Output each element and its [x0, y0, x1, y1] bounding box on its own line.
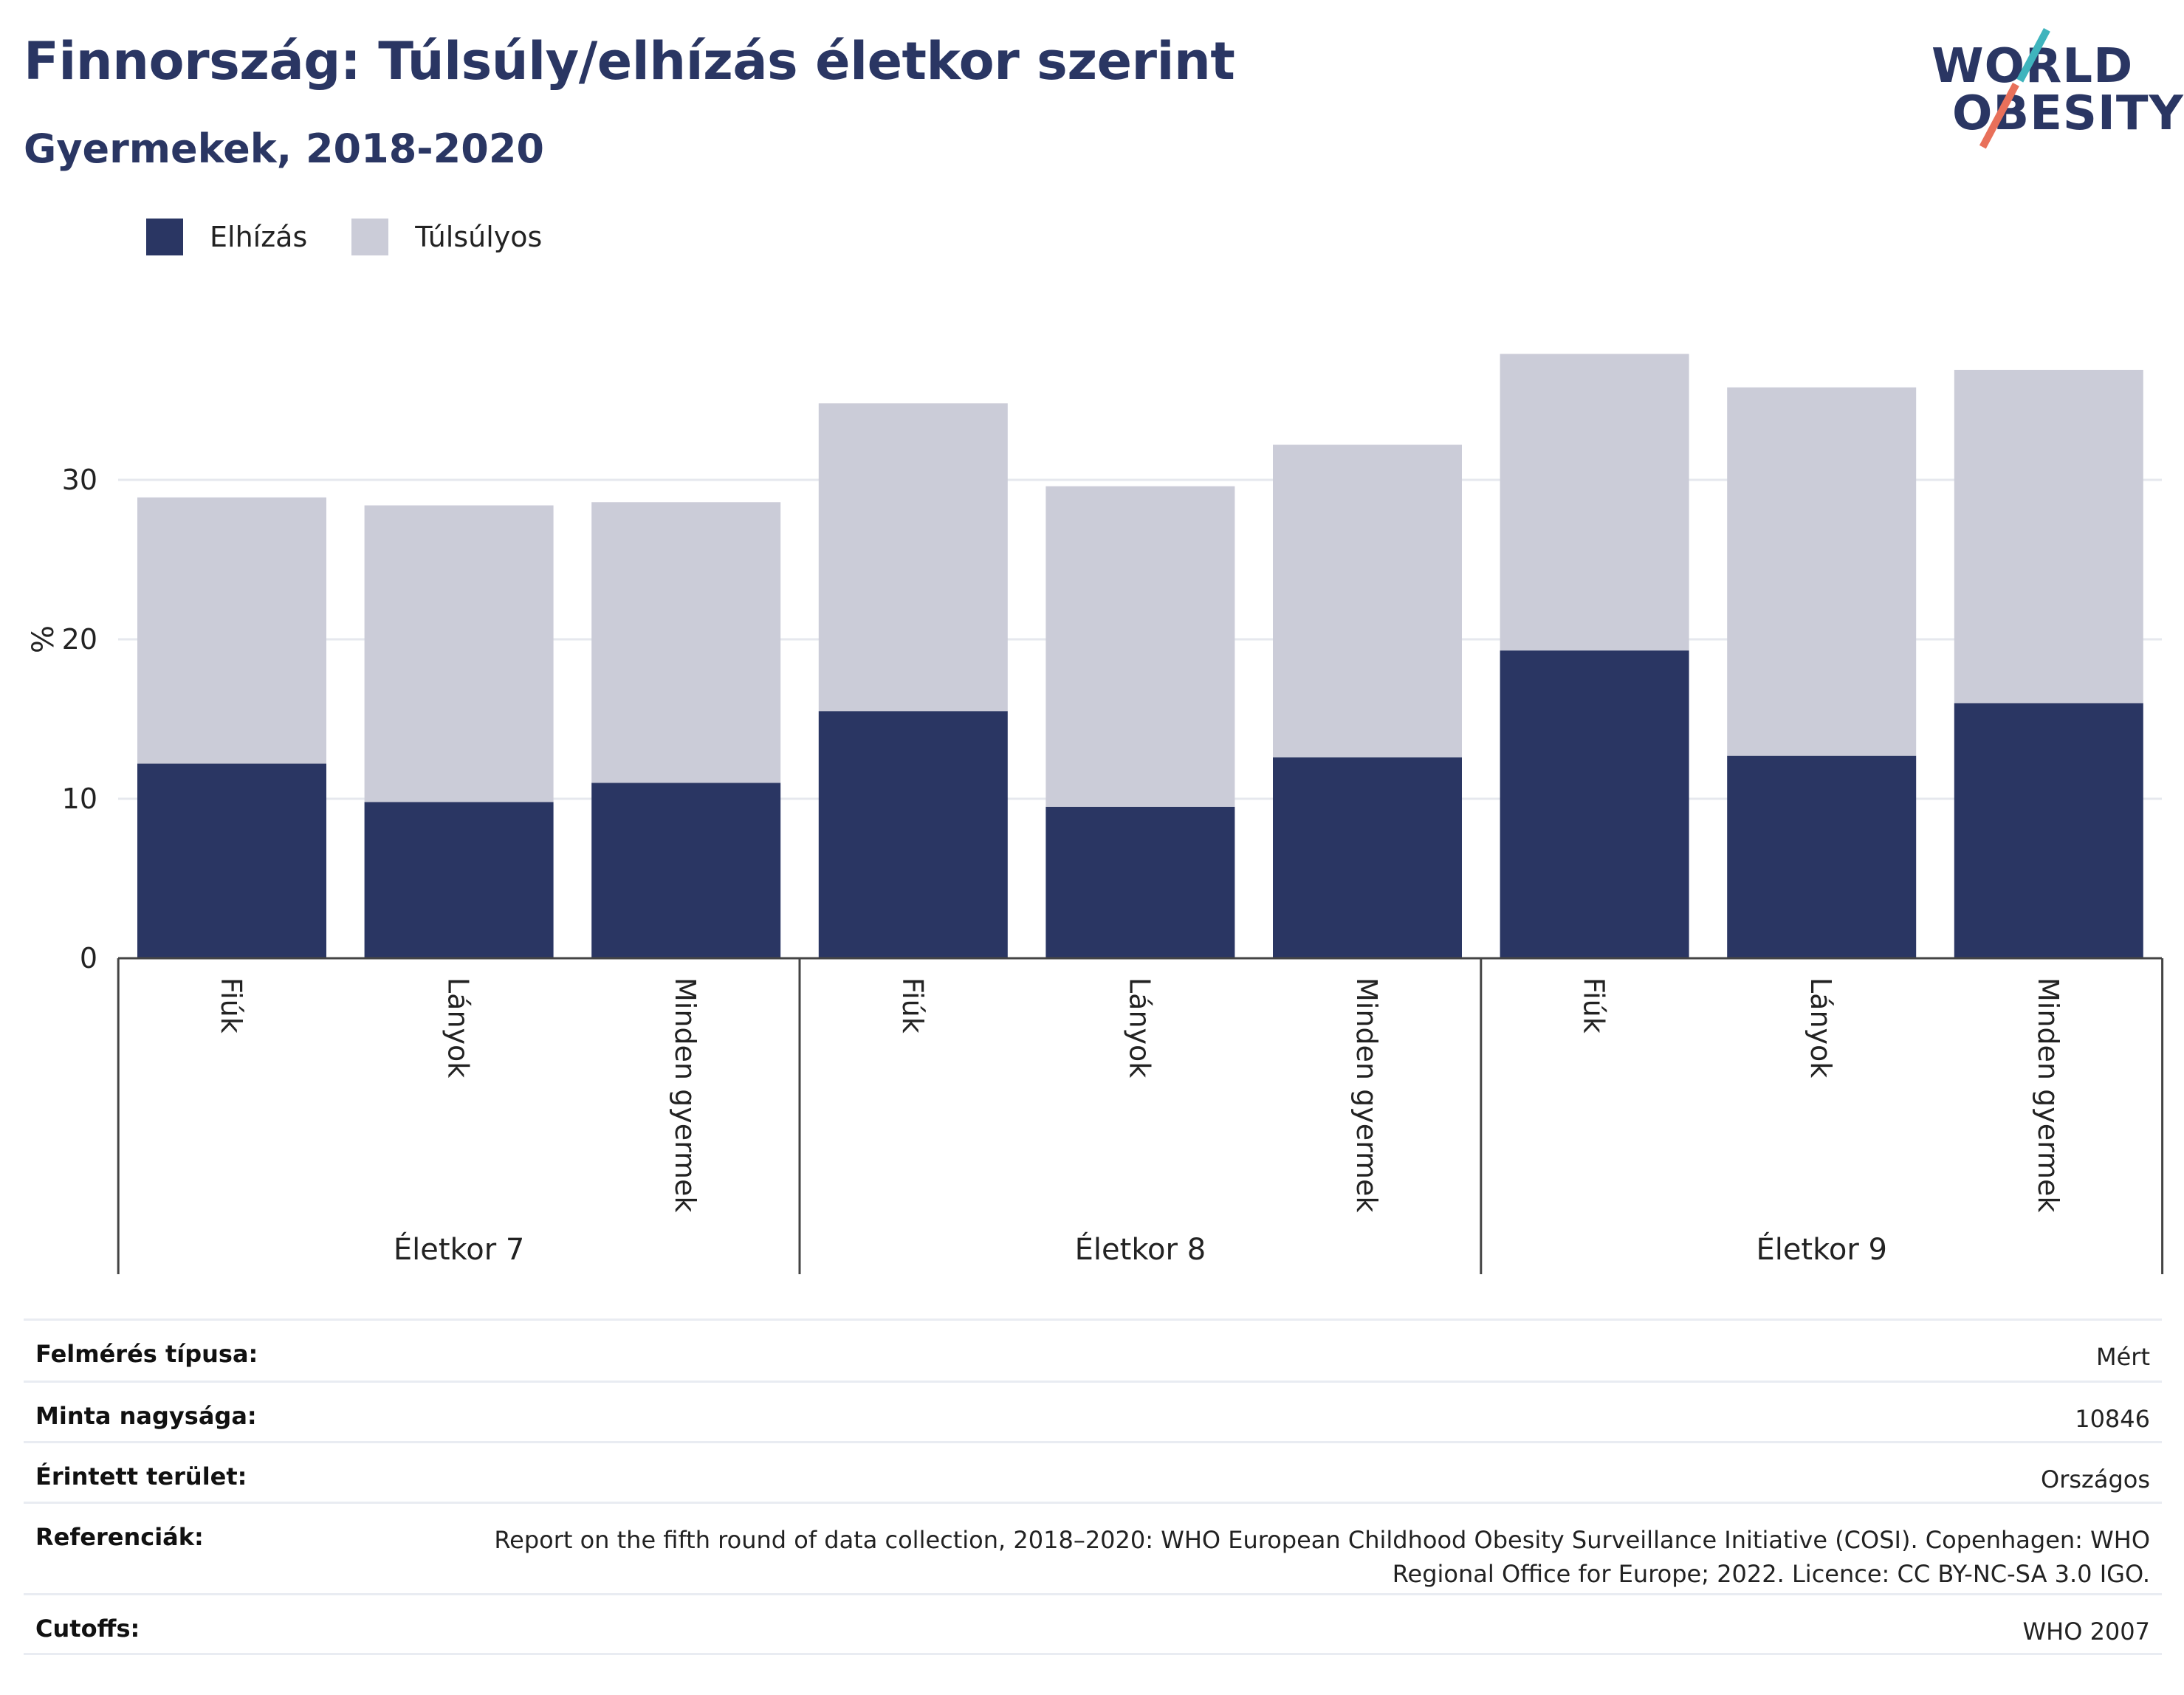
bar-overweight	[364, 505, 554, 802]
bar-obesity	[818, 711, 1008, 958]
x-tick-label: Fiúk	[1578, 977, 1610, 1034]
bar-overweight	[1500, 354, 1689, 651]
metadata-row-survey-type: Felmérés típusa: Mért	[24, 1318, 2162, 1381]
metadata-label: Cutoffs:	[35, 1615, 140, 1643]
world-obesity-logo: WORLD OBESITY	[1920, 22, 2183, 162]
metadata-value: WHO 2007	[2022, 1617, 2151, 1646]
x-group-label: Életkor 8	[1075, 1231, 1206, 1267]
x-tick-label: Minden gyermek	[2032, 977, 2064, 1212]
x-tick-label: Lányok	[1804, 977, 1837, 1078]
metadata-value: Országos	[2041, 1465, 2150, 1493]
metadata-label: Érintett terület:	[35, 1462, 247, 1491]
metadata-value: Report on the fifth round of data collec…	[494, 1526, 2150, 1589]
legend-label-obesity: Elhízás	[210, 221, 308, 253]
bar-obesity	[137, 763, 326, 958]
bar-overweight	[137, 497, 326, 764]
metadata-value: Mért	[2096, 1343, 2150, 1371]
metadata-row-sample-size: Minta nagysága: 10846	[24, 1381, 2162, 1441]
y-tick-label: 30	[62, 464, 97, 496]
bar-overweight	[1954, 369, 2143, 704]
chart-title: Finnország: Túlsúly/elhízás életkor szer…	[24, 31, 1235, 92]
metadata-table: Felmérés típusa: Mért Minta nagysága: 10…	[24, 1318, 2162, 1655]
bar-overweight	[1045, 486, 1235, 807]
bar-obesity	[364, 802, 554, 958]
legend-item-obesity[interactable]: Elhízás	[146, 219, 307, 255]
y-axis-label: %	[27, 625, 61, 653]
x-tick-label: Minden gyermek	[1350, 977, 1383, 1212]
bar-obesity	[591, 783, 781, 958]
chart-subtitle: Gyermekek, 2018-2020	[24, 126, 544, 172]
legend-swatch-obesity	[146, 219, 183, 255]
legend-swatch-overweight	[351, 219, 389, 255]
bar-overweight	[1727, 387, 1917, 756]
x-group-label: Életkor 7	[394, 1231, 525, 1267]
bar-overweight	[591, 502, 781, 783]
x-group-label: Életkor 9	[1756, 1231, 1887, 1267]
y-tick-label: 20	[62, 623, 97, 656]
x-tick-label: Fiúk	[896, 977, 929, 1034]
metadata-row-references: Referenciák: Report on the fifth round o…	[24, 1502, 2162, 1593]
metadata-row-cutoffs: Cutoffs: WHO 2007	[24, 1593, 2162, 1655]
y-tick-label: 0	[80, 942, 97, 974]
metadata-value: 10846	[2075, 1405, 2150, 1433]
bar-obesity	[1727, 755, 1917, 958]
bar-obesity	[1273, 757, 1462, 958]
y-tick-label: 10	[62, 783, 97, 815]
x-tick-label: Fiúk	[215, 977, 247, 1034]
legend-label-overweight: Túlsúlyos	[415, 221, 543, 253]
metadata-label: Referenciák:	[35, 1523, 204, 1551]
bar-overweight	[818, 403, 1008, 712]
metadata-label: Felmérés típusa:	[35, 1340, 258, 1368]
x-tick-label: Minden gyermek	[669, 977, 701, 1212]
x-tick-label: Lányok	[1123, 977, 1155, 1078]
chart-legend: Elhízás Túlsúlyos	[146, 219, 586, 255]
stacked-bar-chart: 0 10 20 30% Életkor 7 Fiúk Lányok Minden gyerme…	[27, 354, 2164, 1274]
bar-obesity	[1045, 806, 1235, 958]
x-tick-label: Lányok	[442, 977, 475, 1078]
bar-obesity	[1954, 703, 2143, 958]
bar-overweight	[1273, 444, 1462, 757]
bar-obesity	[1500, 650, 1689, 958]
metadata-label: Minta nagysága:	[35, 1402, 257, 1430]
metadata-row-area: Érintett terület: Országos	[24, 1441, 2162, 1502]
legend-item-overweight[interactable]: Túlsúlyos	[351, 219, 542, 255]
